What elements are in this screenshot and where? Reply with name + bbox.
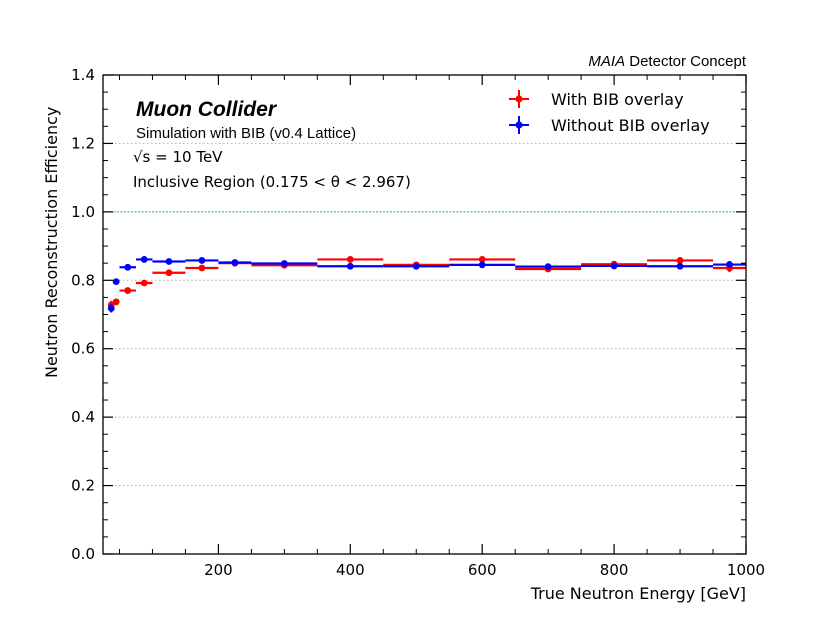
experiment-label: Muon Collider xyxy=(136,98,278,121)
legend-label-without-bib: Without BIB overlay xyxy=(551,116,710,135)
data-point xyxy=(112,298,120,306)
x-tick-label: 1000 xyxy=(727,561,765,579)
y-tick-label: 1.2 xyxy=(71,134,95,152)
data-point xyxy=(165,269,173,277)
data-point xyxy=(544,263,552,270)
data-point xyxy=(610,262,618,270)
region-label: Inclusive Region (0.175 < θ < 2.967) xyxy=(133,173,411,191)
energy-label: √s = 10 TeV xyxy=(133,148,223,166)
data-point xyxy=(124,287,132,294)
data-point xyxy=(165,258,173,265)
data-point xyxy=(346,256,354,263)
data-point xyxy=(198,264,206,272)
x-axis-label: True Neutron Energy [GeV] xyxy=(530,584,746,603)
simulation-label: Simulation with BIB (v0.4 Lattice) xyxy=(136,125,356,142)
data-point xyxy=(676,257,684,264)
legend-marker-without-bib xyxy=(509,116,529,134)
y-tick-label: 1.4 xyxy=(71,66,95,84)
legend: With BIB overlay Without BIB overlay xyxy=(509,90,710,135)
data-point xyxy=(280,260,288,267)
y-tick-label: 0.2 xyxy=(71,477,95,495)
data-point xyxy=(478,261,486,269)
data-point xyxy=(112,278,120,286)
data-point xyxy=(346,262,354,270)
y-tick-label: 1.0 xyxy=(71,203,95,221)
detector-header: MAIA Detector Concept xyxy=(588,53,746,70)
data-point xyxy=(107,304,115,312)
x-tick-label: 800 xyxy=(600,561,629,579)
data-point xyxy=(478,256,486,263)
grid-layer xyxy=(103,142,746,487)
x-tick-label: 200 xyxy=(204,561,233,579)
y-tick-label: 0.0 xyxy=(71,545,95,563)
legend-label-with-bib: With BIB overlay xyxy=(551,90,684,109)
data-point xyxy=(676,262,684,270)
data-point xyxy=(124,263,132,271)
y-axis-label: Neutron Reconstruction Efficiency xyxy=(42,107,61,378)
legend-marker-with-bib xyxy=(509,90,529,108)
y-tick-label: 0.8 xyxy=(71,271,95,289)
y-tick-label: 0.6 xyxy=(71,340,95,358)
plot-frame xyxy=(102,74,747,555)
data-point xyxy=(140,279,148,287)
data-point xyxy=(231,259,239,266)
series-layer xyxy=(107,256,746,313)
data-point xyxy=(412,262,420,270)
data-point xyxy=(140,256,148,263)
x-tick-label: 400 xyxy=(336,561,365,579)
series-without-bib xyxy=(107,256,746,313)
x-tick-label: 600 xyxy=(468,561,497,579)
data-point xyxy=(198,257,206,264)
data-point xyxy=(726,261,733,268)
y-tick-label: 0.4 xyxy=(71,408,95,426)
